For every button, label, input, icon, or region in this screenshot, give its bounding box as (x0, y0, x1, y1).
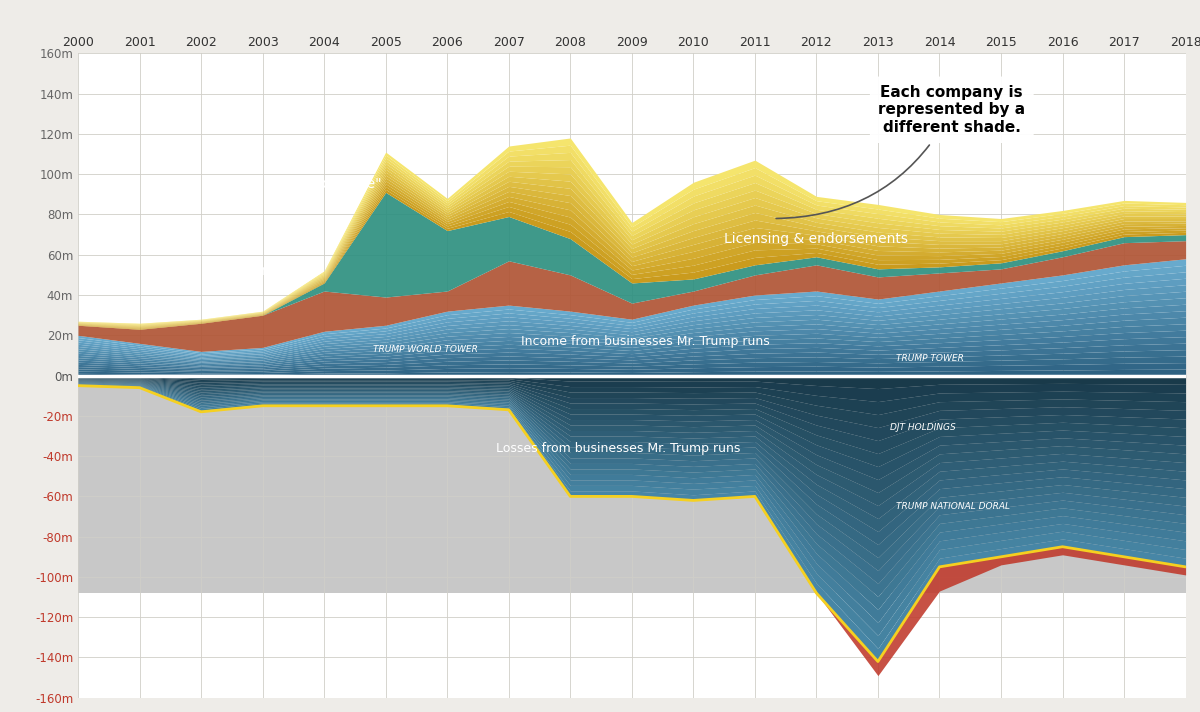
Text: "The Apprentice": "The Apprentice" (263, 177, 382, 192)
Text: TRUMP NATIONAL DORAL: TRUMP NATIONAL DORAL (896, 502, 1010, 511)
Text: TRUMP TOWER: TRUMP TOWER (896, 354, 965, 363)
Text: Income from businesses Mr. Trump runs: Income from businesses Mr. Trump runs (521, 335, 769, 348)
Text: Investments: Investments (220, 264, 305, 278)
Text: Licensing & endorsements: Licensing & endorsements (724, 231, 908, 246)
Text: TRUMP WORLD TOWER: TRUMP WORLD TOWER (373, 345, 479, 354)
Text: Losses from businesses Mr. Trump runs: Losses from businesses Mr. Trump runs (497, 441, 740, 454)
Text: Each company is
represented by a
different shade.: Each company is represented by a differe… (776, 85, 1025, 219)
Text: DJT HOLDINGS: DJT HOLDINGS (890, 424, 956, 432)
